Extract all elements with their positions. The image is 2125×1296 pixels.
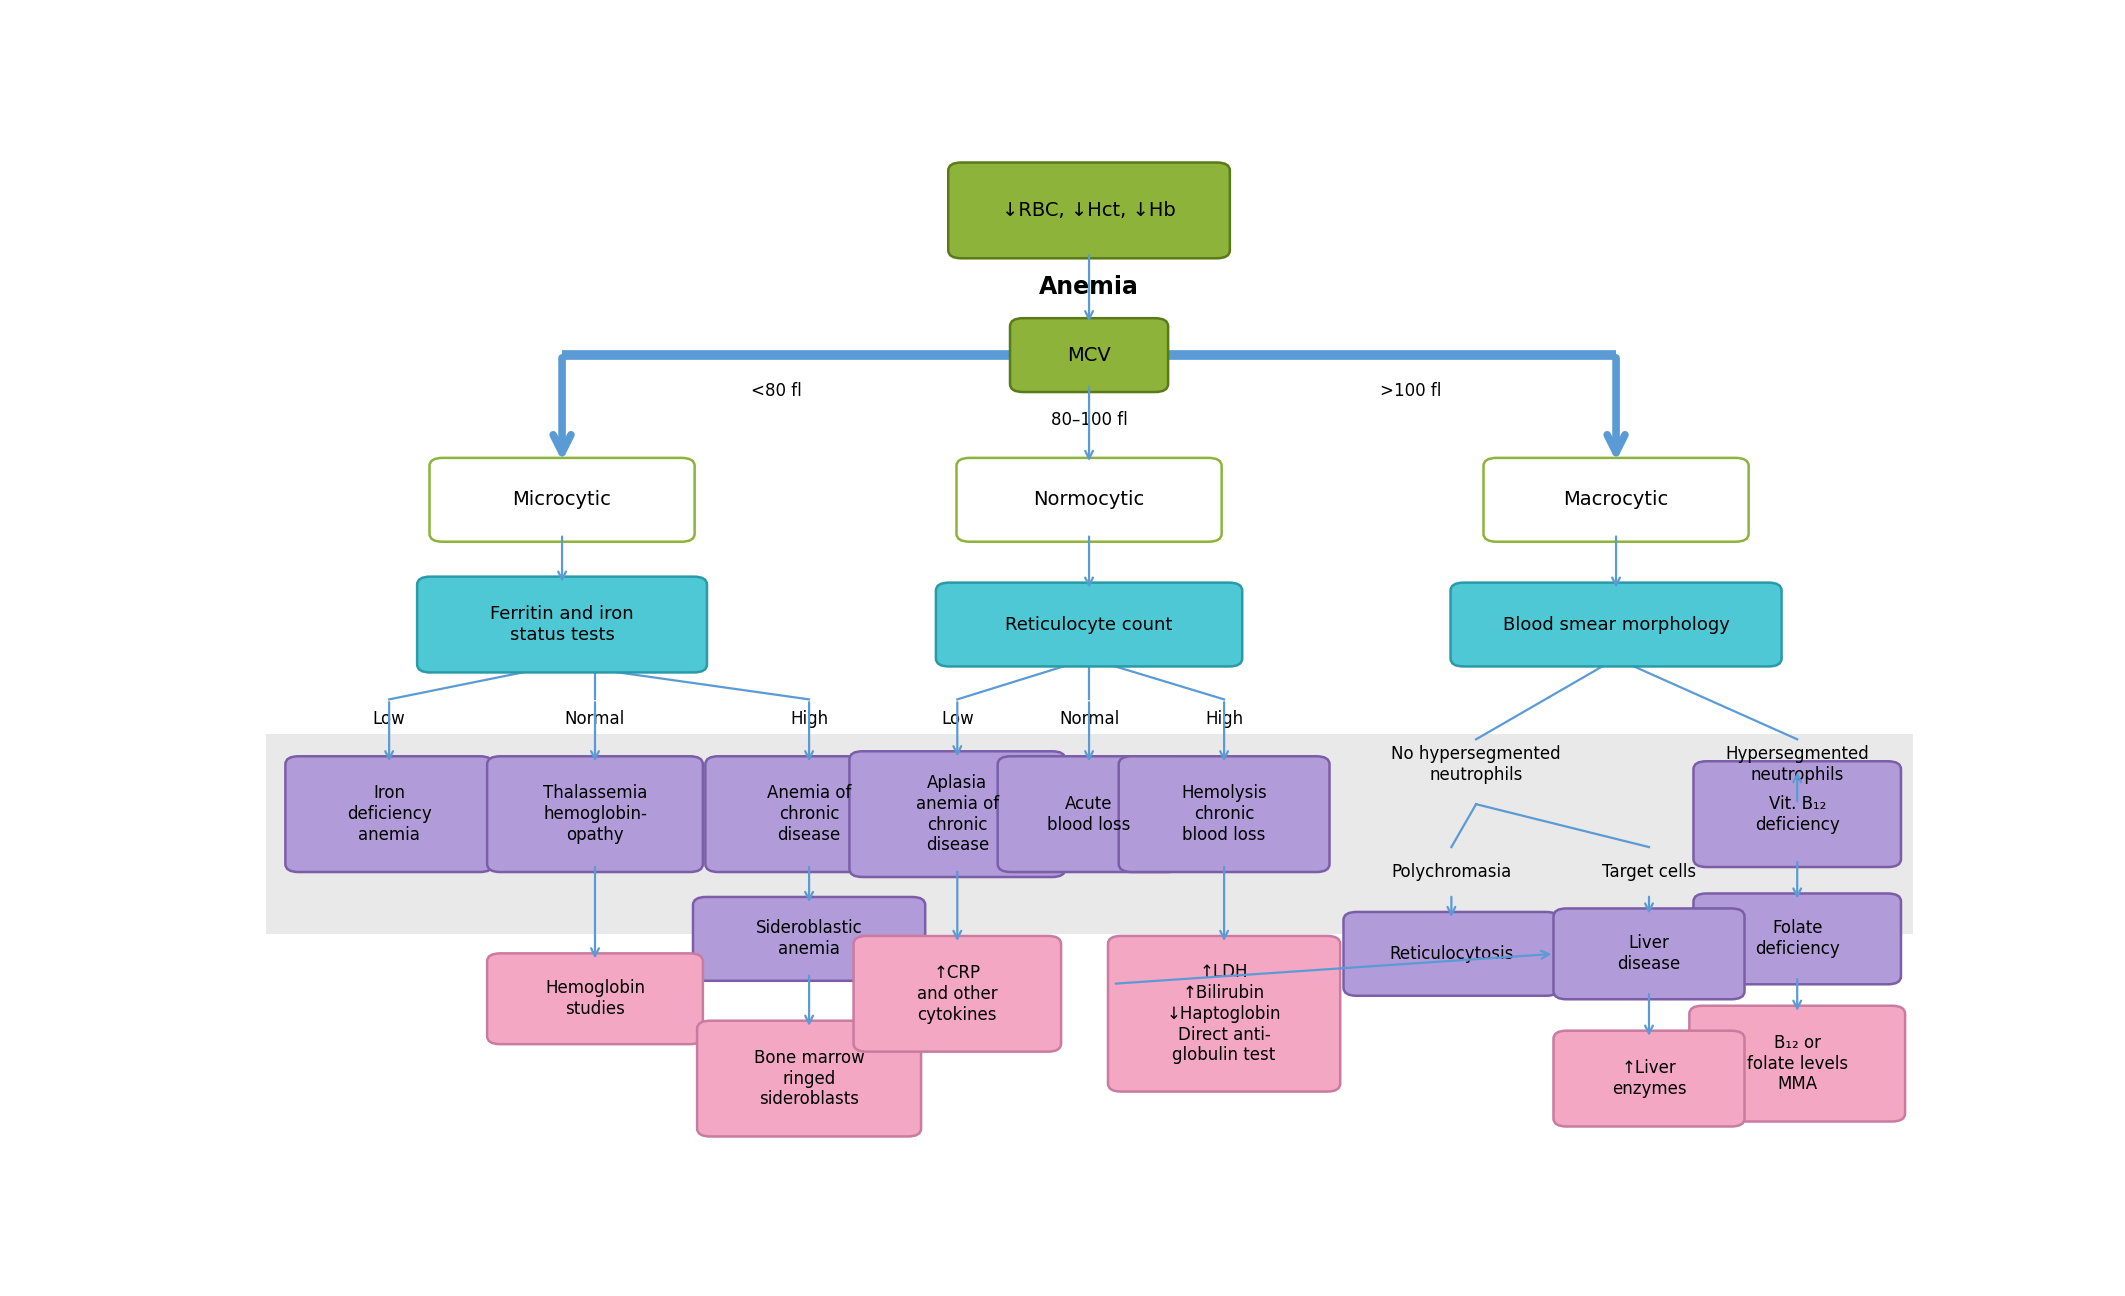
Text: Anemia: Anemia <box>1039 275 1139 299</box>
Text: Low: Low <box>941 710 973 728</box>
FancyBboxPatch shape <box>416 577 708 673</box>
FancyBboxPatch shape <box>706 757 914 872</box>
Text: Aplasia
anemia of
chronic
disease: Aplasia anemia of chronic disease <box>916 774 999 854</box>
FancyBboxPatch shape <box>1553 1030 1745 1126</box>
Text: Normal: Normal <box>1058 710 1120 728</box>
Text: Polychromasia: Polychromasia <box>1392 863 1511 881</box>
Text: B₁₂ or
folate levels
MMA: B₁₂ or folate levels MMA <box>1747 1034 1849 1094</box>
Text: Acute
blood loss: Acute blood loss <box>1048 794 1130 833</box>
Text: Target cells: Target cells <box>1602 863 1696 881</box>
FancyBboxPatch shape <box>1553 908 1745 999</box>
FancyBboxPatch shape <box>854 936 1060 1051</box>
Text: Folate
deficiency: Folate deficiency <box>1755 919 1840 958</box>
FancyBboxPatch shape <box>850 752 1065 877</box>
FancyBboxPatch shape <box>997 757 1182 872</box>
FancyBboxPatch shape <box>487 757 703 872</box>
Text: Hypersegmented
neutrophils: Hypersegmented neutrophils <box>1726 745 1870 784</box>
FancyBboxPatch shape <box>1694 893 1902 984</box>
FancyBboxPatch shape <box>935 583 1243 666</box>
FancyBboxPatch shape <box>1689 1006 1906 1121</box>
FancyBboxPatch shape <box>1343 912 1560 995</box>
Text: Microcytic: Microcytic <box>512 490 612 509</box>
Text: Normal: Normal <box>565 710 625 728</box>
Text: No hypersegmented
neutrophils: No hypersegmented neutrophils <box>1392 745 1562 784</box>
Text: Ferritin and iron
status tests: Ferritin and iron status tests <box>491 605 633 644</box>
Text: Bone marrow
ringed
sideroblasts: Bone marrow ringed sideroblasts <box>754 1048 865 1108</box>
Text: Macrocytic: Macrocytic <box>1564 490 1668 509</box>
FancyBboxPatch shape <box>285 757 493 872</box>
Text: ↑LDH
↑Bilirubin
↓Haptoglobin
Direct anti-
globulin test: ↑LDH ↑Bilirubin ↓Haptoglobin Direct anti… <box>1167 963 1281 1064</box>
FancyBboxPatch shape <box>693 897 924 981</box>
FancyBboxPatch shape <box>1694 761 1902 867</box>
Text: Sideroblastic
anemia: Sideroblastic anemia <box>756 919 863 958</box>
Text: ↓RBC, ↓Hct, ↓Hb: ↓RBC, ↓Hct, ↓Hb <box>1003 201 1175 220</box>
FancyBboxPatch shape <box>697 1021 920 1137</box>
Text: Hemoglobin
studies: Hemoglobin studies <box>544 980 646 1019</box>
Text: 80–100 fl: 80–100 fl <box>1050 411 1128 429</box>
Text: High: High <box>790 710 829 728</box>
Text: Iron
deficiency
anemia: Iron deficiency anemia <box>346 784 431 844</box>
FancyBboxPatch shape <box>1483 457 1749 542</box>
FancyBboxPatch shape <box>948 162 1230 258</box>
FancyBboxPatch shape <box>487 954 703 1045</box>
Text: Normocytic: Normocytic <box>1033 490 1145 509</box>
FancyBboxPatch shape <box>1451 583 1781 666</box>
Text: Vit. B₁₂
deficiency: Vit. B₁₂ deficiency <box>1755 794 1840 833</box>
Text: MCV: MCV <box>1067 346 1111 364</box>
Text: >100 fl: >100 fl <box>1379 382 1441 400</box>
Text: Hemolysis
chronic
blood loss: Hemolysis chronic blood loss <box>1182 784 1266 844</box>
Text: Low: Low <box>372 710 406 728</box>
Bar <box>266 735 1912 934</box>
FancyBboxPatch shape <box>1107 936 1341 1091</box>
Text: Liver
disease: Liver disease <box>1617 934 1681 973</box>
Text: High: High <box>1205 710 1243 728</box>
Text: Anemia of
chronic
disease: Anemia of chronic disease <box>767 784 852 844</box>
Text: ↑CRP
and other
cytokines: ↑CRP and other cytokines <box>918 964 997 1024</box>
Text: ↑Liver
enzymes: ↑Liver enzymes <box>1611 1059 1687 1098</box>
FancyBboxPatch shape <box>956 457 1222 542</box>
Text: <80 fl: <80 fl <box>750 382 801 400</box>
Text: Reticulocyte count: Reticulocyte count <box>1005 616 1173 634</box>
FancyBboxPatch shape <box>1118 757 1330 872</box>
Text: Blood smear morphology: Blood smear morphology <box>1502 616 1730 634</box>
Text: Reticulocytosis: Reticulocytosis <box>1390 945 1513 963</box>
Text: Thalassemia
hemoglobin-
opathy: Thalassemia hemoglobin- opathy <box>542 784 648 844</box>
FancyBboxPatch shape <box>1009 319 1169 391</box>
FancyBboxPatch shape <box>429 457 695 542</box>
